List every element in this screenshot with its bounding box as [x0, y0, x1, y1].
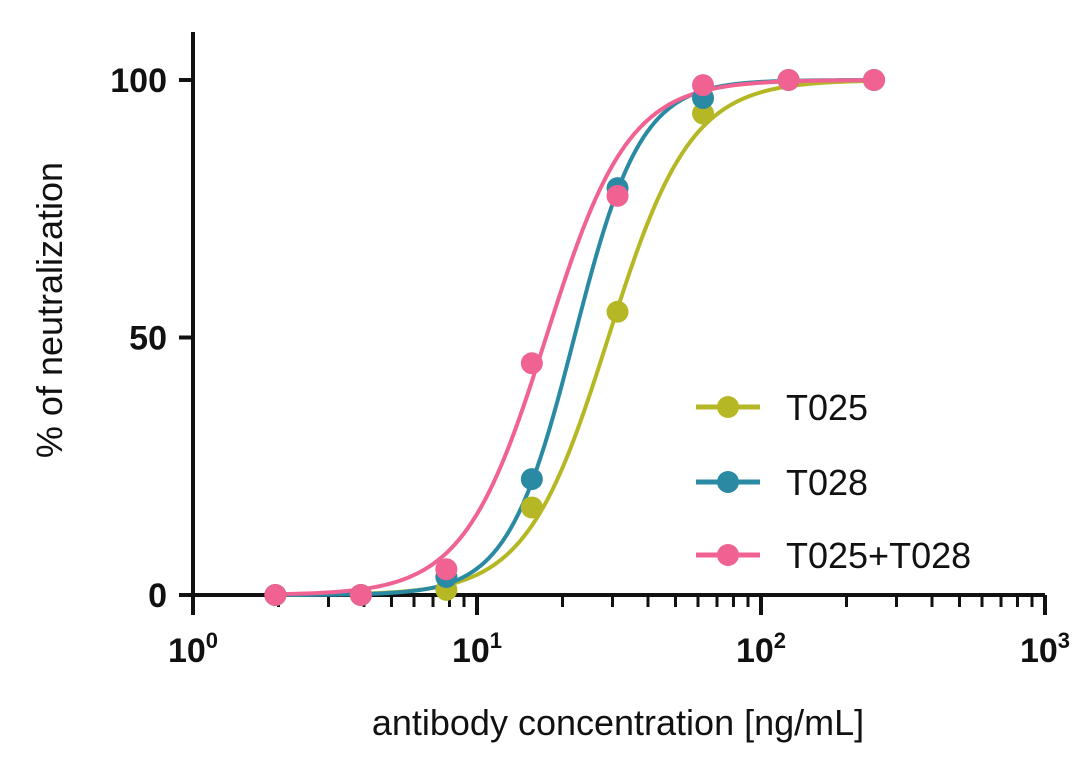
fit-curves — [275, 78, 875, 597]
legend: T025 T028 T025+T028 — [696, 387, 971, 576]
legend-label: T028 — [786, 462, 868, 503]
legend-label: T025+T028 — [786, 535, 971, 576]
x-tick-label: 101 — [452, 628, 502, 670]
x-tick-label: 100 — [168, 628, 218, 670]
x-tick-label: 103 — [1020, 628, 1070, 670]
data-point-t025-plus-t028 — [435, 558, 458, 581]
fit-curve-t028 — [275, 78, 875, 597]
y-tick-label: 0 — [148, 577, 167, 615]
data-point-t025-plus-t028 — [520, 352, 543, 375]
x-tick-label: 102 — [736, 628, 786, 670]
data-point-t025-plus-t028 — [349, 584, 372, 606]
data-point-t025-plus-t028 — [863, 69, 886, 91]
data-point-t025 — [692, 102, 715, 125]
y-tick-label: 100 — [110, 62, 167, 100]
y-axis-title: % of neutralization — [29, 162, 70, 458]
data-points — [264, 69, 886, 606]
data-point-t028 — [520, 468, 543, 491]
fit-curve-t025-plus-t028 — [275, 78, 875, 597]
legend-marker — [717, 396, 739, 418]
data-point-t025-plus-t028 — [692, 74, 715, 97]
legend-marker — [717, 471, 739, 493]
data-point-t025-plus-t028 — [777, 69, 800, 91]
data-point-t025-plus-t028 — [606, 184, 629, 207]
x-axis-title: antibody concentration [ng/mL] — [372, 702, 864, 743]
y-tick-label: 50 — [129, 320, 167, 358]
data-point-t025 — [520, 496, 543, 519]
data-point-t025 — [606, 300, 629, 323]
legend-marker — [717, 544, 739, 566]
legend-label: T025 — [786, 387, 868, 428]
data-point-t025-plus-t028 — [264, 584, 287, 606]
